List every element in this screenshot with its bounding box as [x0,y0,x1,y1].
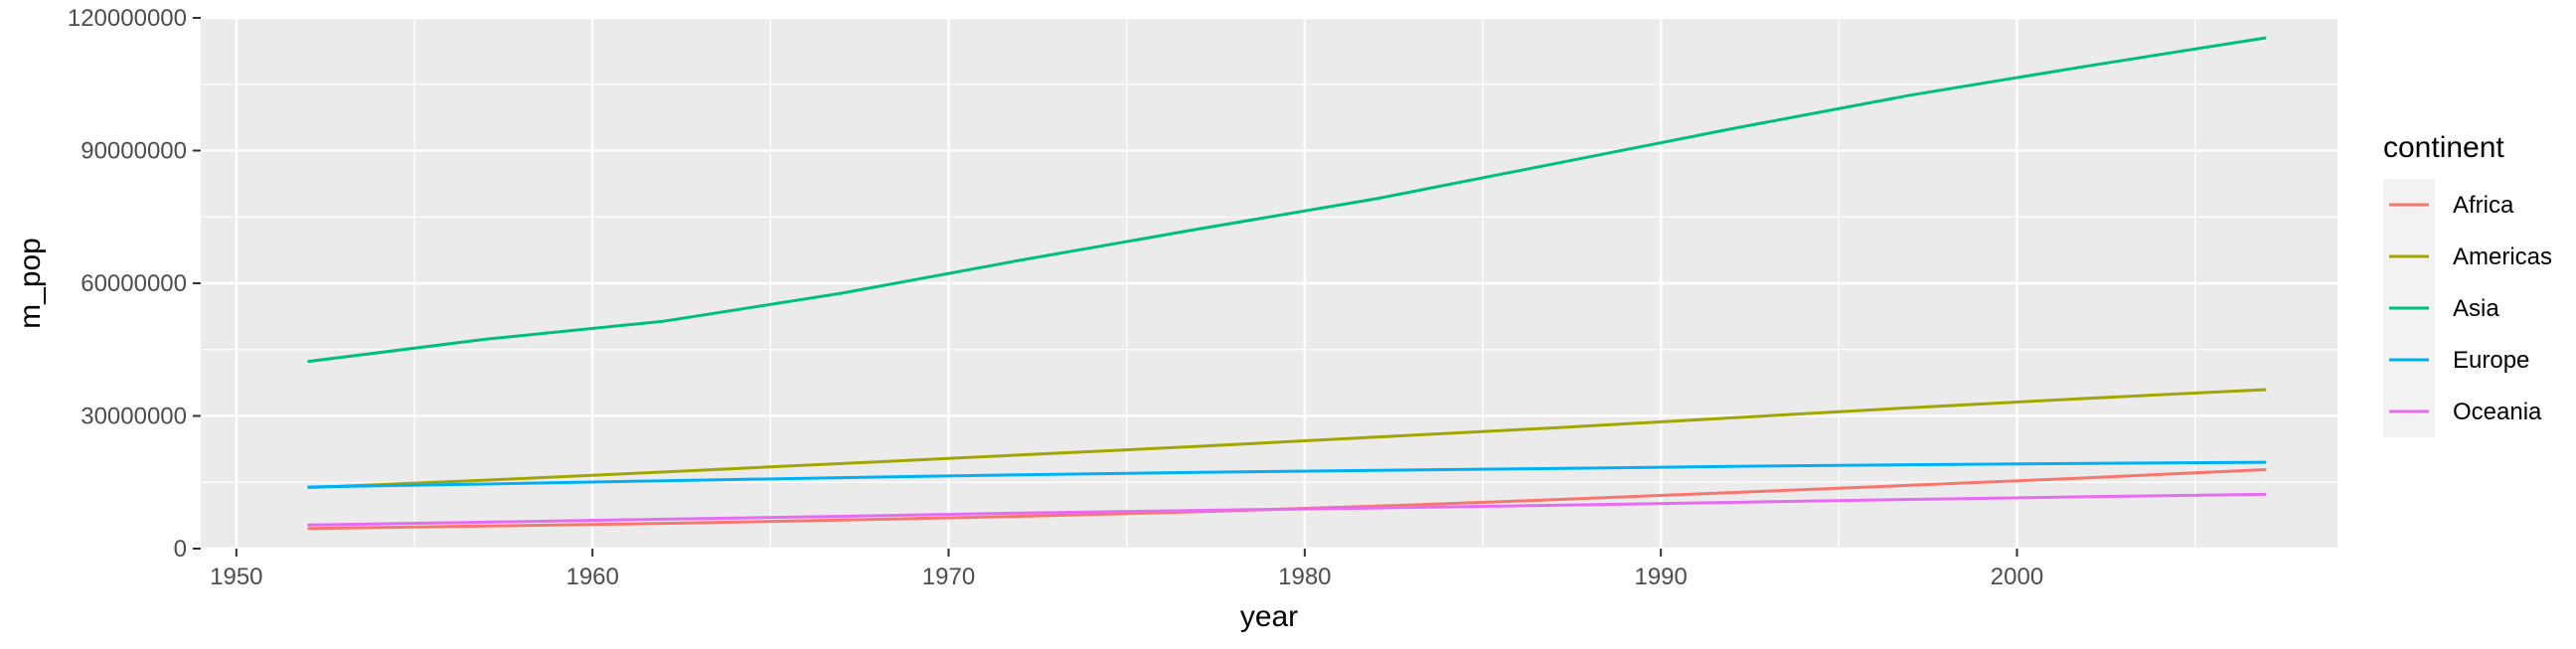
x-axis-title: year [1240,600,1298,633]
x-tick-label: 1990 [1634,564,1687,590]
series-line-oceania [307,492,2267,527]
series-line-americas [307,388,2267,490]
y-tick-label: 120000000 [68,5,187,32]
series-line-europe [307,460,2267,489]
y-tick-label: 90000000 [80,138,187,165]
axes: 1950 1960 1970 1980 1990 2000 0 30000000 6000000… [68,5,2043,590]
legend-items: Africa Americas Asia Europe Oceania [2389,192,2552,425]
x-tick-label: 1950 [210,564,262,590]
y-tick-label: 30000000 [80,404,187,430]
x-tick-label: 2000 [1991,564,2043,590]
x-tick-label: 1970 [922,564,975,590]
y-axis-title: m_pop [14,238,47,329]
legend-label-asia: Asia [2453,295,2499,322]
legend-label-africa: Africa [2453,192,2514,219]
y-tick-label: 0 [174,536,187,563]
legend-label-oceania: Oceania [2453,399,2542,425]
x-tick-label: 1980 [1278,564,1331,590]
legend-label-europe: Europe [2453,347,2529,374]
series-line-asia [307,36,2267,364]
major-gridlines [201,16,2337,551]
legend-title: continent [2383,131,2504,164]
y-tick-label: 60000000 [80,270,187,297]
series-lines [307,36,2267,531]
legend-label-americas: Americas [2453,243,2552,270]
legend: continent Africa Americas Asia Europe Oceani… [2383,131,2552,437]
x-tick-label: 1960 [565,564,618,590]
